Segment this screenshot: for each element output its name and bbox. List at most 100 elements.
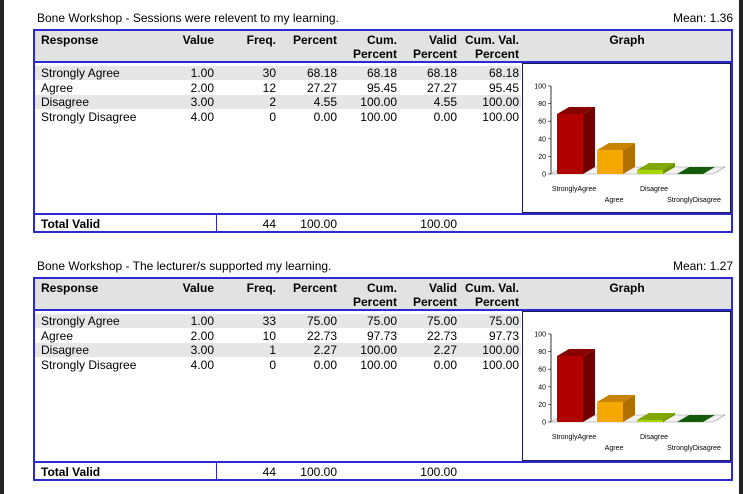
cell: 68.18 [426,66,457,80]
cell: 100.00 [360,343,397,357]
x-category-label: Disagree [640,434,668,441]
bar-top [597,394,635,402]
column-header: Value [182,33,214,47]
column-header: Freq. [246,281,276,295]
cell: 22.73 [306,328,337,343]
cell: 4.00 [190,109,214,124]
total-cell: 44 [262,465,276,479]
cell: 75.00 [488,314,519,328]
header-bg [35,279,731,311]
total-line [35,461,731,463]
column-header: Cum. Val. [464,281,519,295]
x-category-label: StronglyAgree [552,434,596,441]
cell: 100.00 [360,95,397,109]
x-category-label: Agree [605,197,624,204]
cell: 75.00 [426,314,457,328]
cell: Disagree [41,95,90,109]
total-divider [216,215,217,231]
x-category-label: StronglyDisagree [667,197,721,204]
column-header: Response [41,33,99,47]
x-category-label: StronglyDisagree [667,445,721,452]
cell: 12 [262,80,276,95]
bar-top [637,162,675,170]
column-header: Percent [474,295,519,309]
cell: Strongly Agree [41,66,120,80]
cell: 100.00 [482,95,519,109]
cell: 2.00 [190,328,214,343]
cell: 0.00 [313,357,337,372]
column-header: Graph [609,33,645,47]
total-cell: 44 [262,217,276,231]
total-cell: 100.00 [420,217,457,231]
cell: 75.00 [366,314,397,328]
y-tick-label: 20 [538,402,546,409]
column-header: Response [41,281,99,295]
cell: 100.00 [482,343,519,357]
cell: Strongly Disagree [41,109,137,124]
cell: 97.73 [488,328,519,343]
bar-top [597,143,635,151]
cell: 95.45 [488,80,519,95]
cell: 0.00 [433,109,457,124]
bar [597,401,623,422]
column-header: Percent [352,295,397,309]
row-stripe [35,66,521,80]
mean: Mean: 1.36 [672,11,733,25]
cell: Strongly Disagree [41,357,137,372]
cell: 4.00 [190,357,214,372]
cell: 0.00 [433,357,457,372]
column-header: Value [182,281,214,295]
y-tick-label: 80 [538,349,546,356]
cell: 27.27 [426,80,457,95]
cell: 33 [262,314,276,328]
cell: 100.00 [360,109,397,124]
y-tick-label: 20 [538,154,546,161]
cell: 68.18 [306,66,337,80]
cell: 3.00 [190,343,214,357]
bar-side [623,143,635,174]
cell: 1.00 [190,314,214,328]
column-header: Percent [292,281,337,295]
cell: 1 [269,343,276,357]
cell: 27.27 [306,80,337,95]
table-frame [33,29,733,233]
bar [637,420,663,422]
cell: 2.27 [313,343,337,357]
bar-side [583,349,595,422]
cell: 2 [269,95,276,109]
bar [557,114,583,174]
bar-top [677,167,715,174]
bar [597,150,623,174]
bar-side [663,413,675,422]
total-line [35,213,731,215]
cell: 100.00 [482,357,519,372]
cell: 4.55 [433,95,457,109]
cell: 100.00 [360,357,397,372]
graph: 0 20 40 60 80 100 StronglyAgree Agree Disagree St… [534,84,727,204]
column-header: Cum. [367,33,397,47]
graph-box: 0 20 40 60 80 100 StronglyAgree Agree Disagree St… [522,311,731,461]
cell: 2.00 [190,80,214,95]
bar-top [557,107,595,115]
y-tick-label: 60 [538,367,546,374]
bar-side [583,107,595,174]
cell: 3.00 [190,95,214,109]
total-cell: 100.00 [300,217,337,231]
total-divider [216,463,217,479]
y-tick-label: 100 [534,84,546,91]
cell: 0 [269,357,276,372]
bar [637,169,663,174]
section-title: Bone Workshop - The lecturer/s supported… [37,259,332,273]
cell: 100.00 [482,109,519,124]
column-header: Valid [428,33,457,47]
cell: 95.45 [366,80,397,95]
cell: 30 [262,66,276,80]
column-header: Freq. [246,33,276,47]
bar [557,356,583,422]
cell: Agree [41,328,74,343]
total-cell: 100.00 [300,465,337,479]
column-header: Cum. Val. [464,33,519,47]
cell: Disagree [41,343,90,357]
total-cell: Total Valid [41,217,101,231]
column-header: Percent [292,33,337,47]
